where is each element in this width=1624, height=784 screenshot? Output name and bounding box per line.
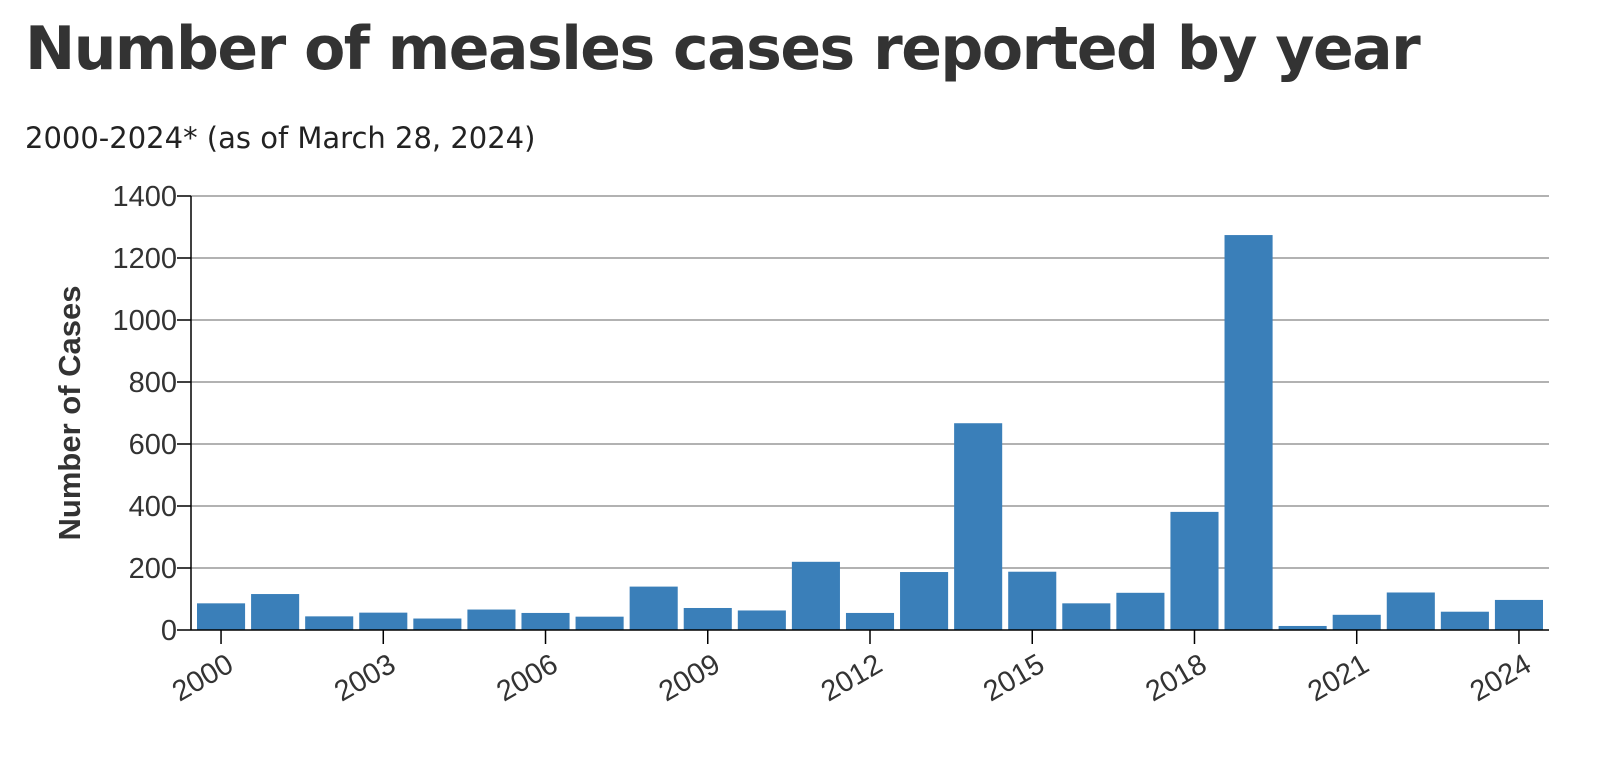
bar-2017: 2017: 120 xyxy=(1116,592,1165,630)
bar-2003: 2003: 56 xyxy=(359,612,408,630)
bar-2007: 2007: 43 xyxy=(575,616,624,630)
y-axis-label: Number of Cases xyxy=(52,286,87,541)
bar-2002: 2002: 44 xyxy=(305,616,354,630)
bar-2000: 2000: 86 xyxy=(197,603,246,630)
y-axis-ticks: 0 200 400 600 800 1000 1200 1400 xyxy=(112,181,191,647)
y-tick-label: 0 xyxy=(161,615,177,647)
y-tick-label: 1000 xyxy=(112,305,177,337)
bar-2016: 2016: 86 xyxy=(1062,603,1111,630)
x-tick-label: 2003 xyxy=(329,648,401,708)
bar-2011: 2011: 220 xyxy=(791,561,840,630)
bar-2023: 2023: 59 xyxy=(1440,611,1489,630)
y-tick-label: 600 xyxy=(129,429,177,461)
bar-2020: 2020: 13 xyxy=(1278,625,1327,630)
x-tick-label: 2018 xyxy=(1140,648,1212,708)
bar-2008: 2008: 140 xyxy=(629,586,678,630)
bar-2018: 2018: 381 xyxy=(1170,511,1219,630)
x-axis-ticks: 2000 2003 2006 2009 2012 2015 2018 2021 2024 xyxy=(167,630,1537,708)
bar-2019: 2019: 1274 xyxy=(1224,235,1273,630)
bar-2015: 2015: 188 xyxy=(1008,571,1057,630)
bar-2006: 2006: 55 xyxy=(521,612,570,630)
x-tick-label: 2012 xyxy=(816,648,888,708)
y-tick-label: 200 xyxy=(129,553,177,585)
x-tick-label: 2021 xyxy=(1303,648,1375,708)
bar-2022: 2022: 121 xyxy=(1386,592,1435,630)
bar-2005: 2005: 66 xyxy=(467,609,516,630)
x-tick-label: 2024 xyxy=(1465,648,1537,708)
bar-2021: 2021: 49 xyxy=(1332,614,1381,630)
bar-2014: 2014: 667 xyxy=(954,423,1003,630)
chart-subtitle: 2000-2024* (as of March 28, 2024) xyxy=(25,121,536,155)
x-tick-label: 2015 xyxy=(978,648,1050,708)
y-tick-label: 1400 xyxy=(112,181,177,213)
x-tick-label: 2006 xyxy=(491,648,563,708)
bar-2012: 2012: 55 xyxy=(845,612,895,630)
chart-title: Number of measles cases reported by year xyxy=(25,14,1421,84)
bar-2024: 2024: 97 xyxy=(1494,599,1543,630)
bar-2013: 2013: 187 xyxy=(900,572,949,630)
y-tick-label: 1200 xyxy=(112,243,177,275)
y-tick-label: 800 xyxy=(129,367,177,399)
grid-lines xyxy=(191,195,1549,569)
bar-2009: 2009: 71 xyxy=(683,607,732,630)
axes xyxy=(190,196,1549,631)
bar-2010: 2010: 63 xyxy=(737,610,786,630)
y-tick-label: 400 xyxy=(129,491,177,523)
x-tick-label: 2009 xyxy=(654,648,726,708)
x-tick-label: 2000 xyxy=(167,648,239,708)
